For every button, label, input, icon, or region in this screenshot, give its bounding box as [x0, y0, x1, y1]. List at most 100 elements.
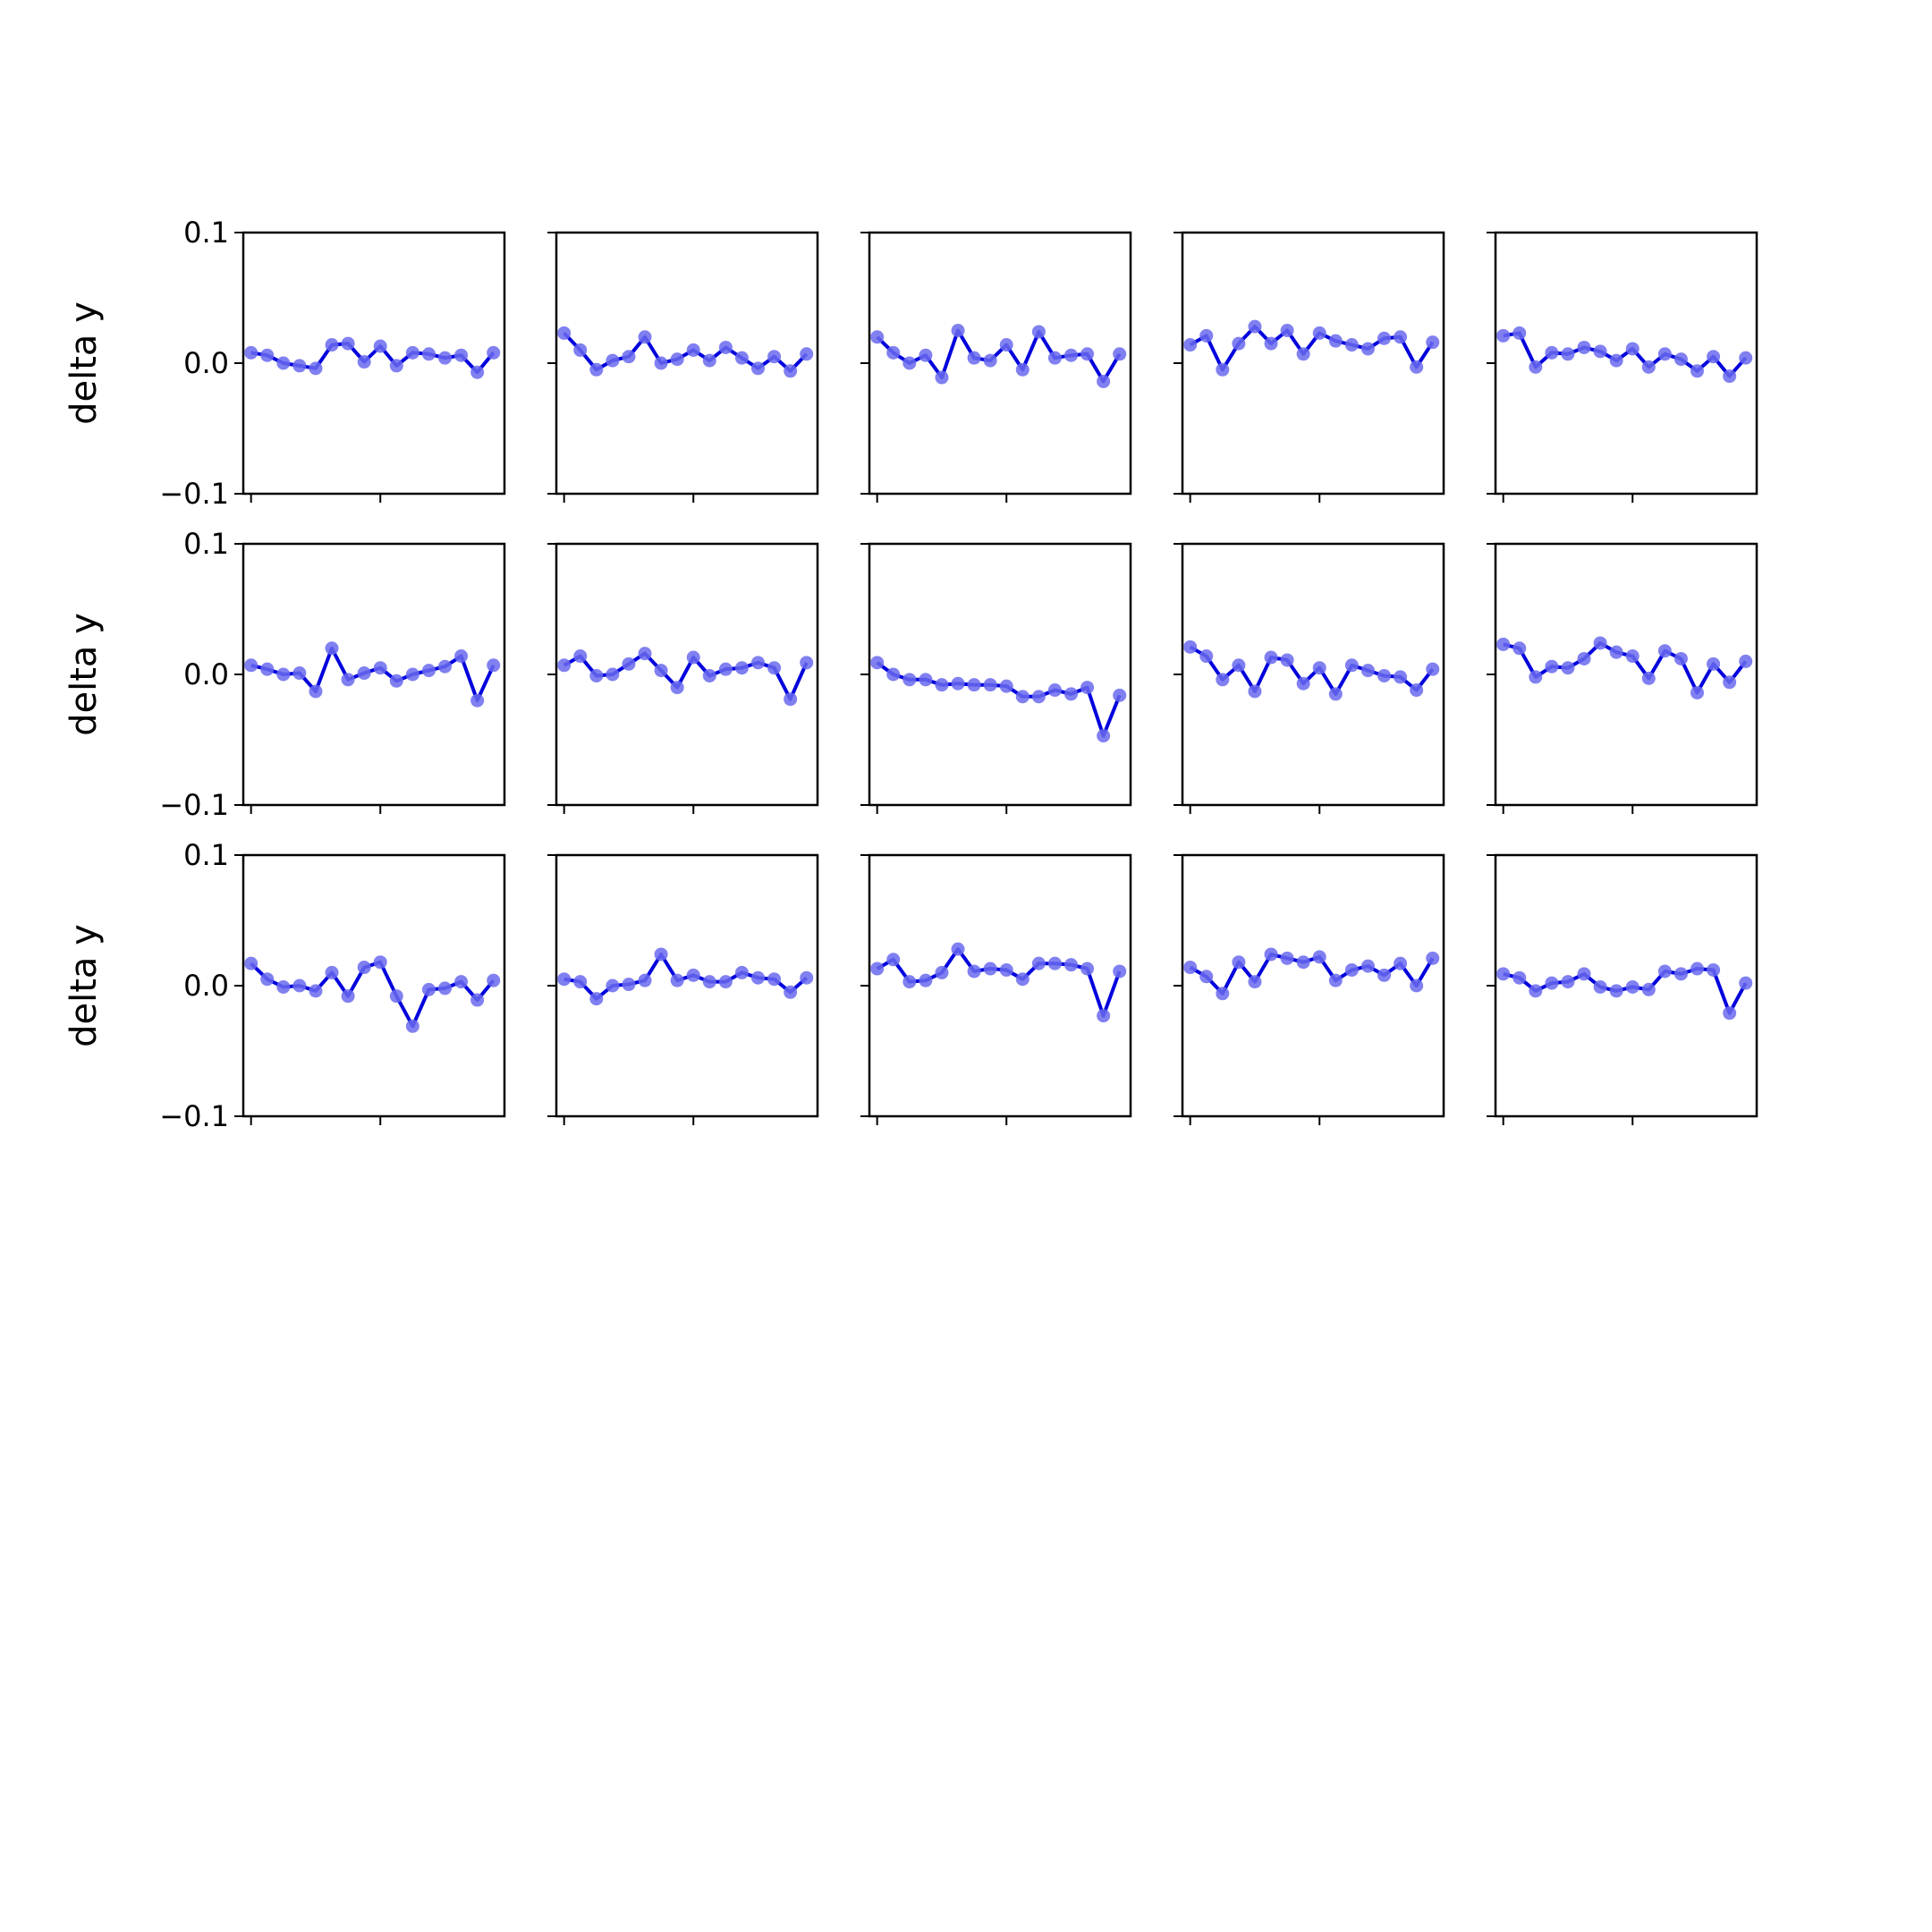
- data-point: [1097, 374, 1111, 388]
- data-point: [1577, 967, 1591, 981]
- series-line: [1189, 645, 1435, 696]
- data-point: [244, 345, 258, 360]
- subplot-r1-c4: [1174, 231, 1445, 503]
- data-point: [292, 666, 307, 681]
- data-point: [718, 975, 733, 989]
- data-point: [902, 673, 917, 687]
- data-point: [734, 661, 749, 675]
- data-point: [1328, 973, 1343, 987]
- data-point: [309, 984, 323, 998]
- data-point: [1593, 636, 1607, 650]
- series-line: [1503, 967, 1748, 1015]
- data-point: [373, 955, 387, 970]
- data-point: [1739, 654, 1753, 668]
- data-point: [1394, 330, 1408, 344]
- data-point: [983, 353, 997, 368]
- data-point: [870, 656, 885, 670]
- data-point: [1328, 687, 1343, 701]
- data-point: [1394, 956, 1408, 970]
- data-point: [1674, 651, 1688, 665]
- data-point: [421, 347, 436, 361]
- data-point: [1513, 326, 1527, 340]
- data-point: [1080, 681, 1095, 695]
- data-point: [1216, 673, 1230, 687]
- data-point: [800, 970, 814, 985]
- data-point: [670, 352, 684, 367]
- data-point: [784, 985, 798, 999]
- data-point: [1312, 661, 1326, 675]
- data-point: [1426, 662, 1440, 676]
- data-point: [718, 662, 733, 676]
- data-point: [870, 330, 885, 344]
- data-point: [325, 965, 339, 979]
- data-point: [589, 362, 604, 377]
- data-point: [1080, 962, 1095, 976]
- data-point: [1064, 958, 1079, 972]
- data-point: [309, 684, 323, 699]
- subplot-r2-c1: −0.1 0.0 0.1 delta y: [64, 527, 506, 822]
- data-point: [751, 361, 766, 376]
- data-point: [1097, 729, 1111, 743]
- data-point: [767, 972, 782, 987]
- data-point: [373, 339, 387, 353]
- data-point: [1723, 369, 1737, 384]
- data-point: [999, 338, 1013, 352]
- data-point: [1674, 352, 1688, 367]
- y-tick-label: −0.1: [159, 1099, 229, 1133]
- data-point: [357, 961, 371, 975]
- data-point: [557, 326, 572, 340]
- data-point: [1657, 644, 1672, 658]
- data-point: [1216, 987, 1230, 1001]
- data-point: [1545, 976, 1559, 990]
- y-axis-label: delta y: [64, 924, 105, 1047]
- data-point: [1609, 353, 1623, 368]
- data-point: [1047, 351, 1062, 365]
- data-point: [573, 343, 588, 357]
- data-point: [1248, 684, 1262, 699]
- data-point: [454, 649, 469, 664]
- data-point: [454, 348, 469, 362]
- data-point: [589, 668, 604, 682]
- data-point: [357, 355, 371, 369]
- data-point: [1690, 364, 1705, 378]
- y-tick-label: −0.1: [159, 477, 229, 511]
- subplot-r1-c2: [547, 231, 819, 503]
- data-point: [686, 968, 700, 982]
- data-point: [1625, 979, 1640, 994]
- data-point: [1280, 324, 1294, 337]
- subplot-r1-c3: [860, 231, 1132, 503]
- series-line: [1503, 331, 1748, 378]
- data-point: [1064, 348, 1079, 362]
- axes-frame: [555, 853, 819, 1118]
- data-point: [1410, 360, 1424, 374]
- data-point: [935, 370, 949, 385]
- data-point: [389, 359, 403, 373]
- data-point: [1199, 970, 1214, 984]
- data-point: [1113, 347, 1127, 361]
- data-point: [1723, 1006, 1737, 1021]
- data-point: [1529, 984, 1543, 998]
- data-point: [1561, 975, 1575, 989]
- series-line: [250, 342, 496, 375]
- data-point: [421, 982, 436, 996]
- data-point: [967, 678, 981, 692]
- data-point: [702, 668, 716, 682]
- data-point: [1248, 975, 1262, 989]
- data-point: [983, 678, 997, 692]
- data-point: [606, 667, 620, 682]
- data-point: [1360, 959, 1375, 973]
- data-point: [1199, 649, 1214, 664]
- series-line: [1189, 325, 1435, 372]
- data-point: [470, 365, 485, 379]
- data-point: [573, 649, 588, 664]
- data-point: [1183, 640, 1198, 654]
- data-point: [438, 659, 453, 674]
- data-point: [886, 345, 901, 360]
- data-point: [1344, 658, 1359, 673]
- data-point: [1113, 964, 1127, 979]
- data-point: [1047, 956, 1062, 970]
- subplot-r3-c3: [860, 853, 1132, 1125]
- data-point: [1296, 676, 1310, 691]
- subplot-r3-c2: [547, 853, 819, 1125]
- subplot-r2-c3: [860, 542, 1132, 814]
